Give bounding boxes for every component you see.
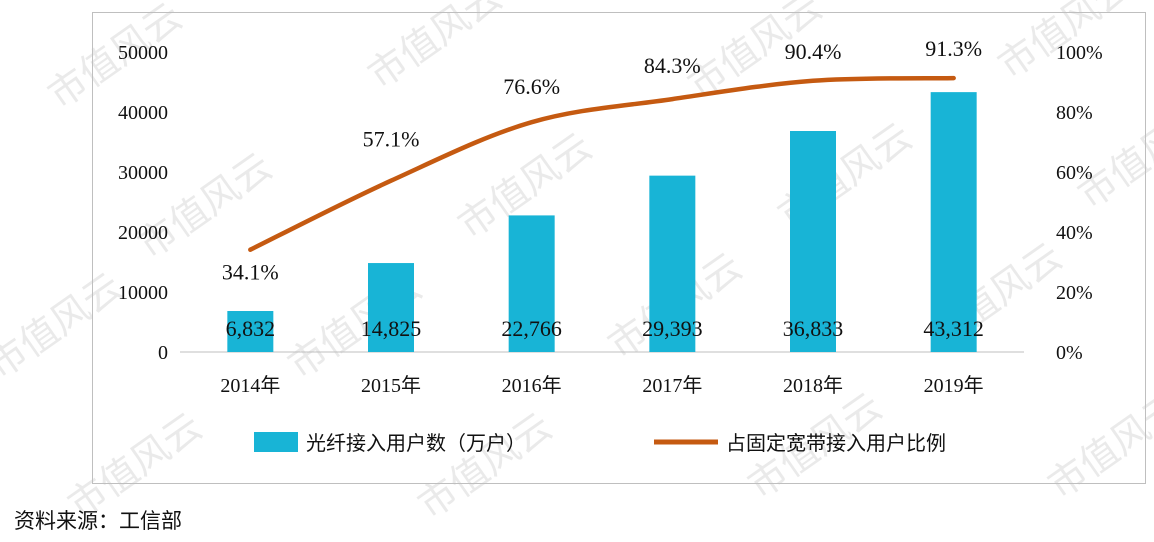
source-note: 资料来源：工信部 bbox=[14, 509, 182, 533]
y-left-tick-label: 0 bbox=[158, 342, 168, 364]
bar-data-label: 29,393 bbox=[642, 316, 703, 341]
line-data-label: 84.3% bbox=[644, 53, 701, 78]
y-right-tick-label: 40% bbox=[1056, 222, 1093, 244]
line-data-label: 57.1% bbox=[363, 127, 420, 152]
line-data-label: 90.4% bbox=[785, 39, 842, 64]
bar-data-label: 14,825 bbox=[361, 316, 422, 341]
line-data-label: 91.3% bbox=[925, 36, 982, 61]
bar-data-label: 36,833 bbox=[783, 316, 844, 341]
x-tick-label: 2014年 bbox=[220, 374, 280, 397]
x-tick-label: 2018年 bbox=[783, 374, 843, 397]
bar-data-label: 22,766 bbox=[501, 316, 561, 341]
bar bbox=[508, 215, 555, 352]
bar bbox=[227, 311, 274, 352]
y-right-tick-label: 100% bbox=[1056, 42, 1103, 64]
bar-data-label: 6,832 bbox=[226, 316, 275, 341]
y-right-tick-label: 0% bbox=[1056, 342, 1083, 364]
legend-label-bar: 光纤接入用户数（万户） bbox=[306, 431, 526, 455]
legend-label-line: 占固定宽带接入用户比例 bbox=[726, 431, 946, 455]
y-left-tick-label: 10000 bbox=[118, 282, 168, 304]
chart-border bbox=[92, 12, 1146, 484]
chart-frame: 0 10000 20000 30000 40000 50000 0% 20% 40% 60% 80%… bbox=[92, 12, 1146, 484]
bar bbox=[649, 175, 696, 352]
y-left-tick-label: 20000 bbox=[118, 222, 168, 244]
x-tick-label: 2017年 bbox=[642, 374, 702, 397]
bar-data-label: 43,312 bbox=[923, 316, 984, 341]
series-line bbox=[248, 75, 956, 252]
x-tick-label: 2016年 bbox=[502, 374, 562, 397]
y-right-tick-label: 80% bbox=[1056, 102, 1093, 124]
x-tick-label: 2019年 bbox=[924, 374, 984, 397]
bar bbox=[790, 131, 836, 352]
y-right-tick-label: 20% bbox=[1056, 282, 1093, 304]
y-left-tick-label: 40000 bbox=[118, 102, 168, 124]
bar bbox=[368, 263, 414, 352]
y-left-tick-label: 30000 bbox=[118, 162, 168, 184]
legend-swatch-bar bbox=[254, 432, 298, 452]
y-right-tick-label: 60% bbox=[1056, 162, 1093, 184]
x-tick-label: 2015年 bbox=[361, 374, 421, 397]
y-left-tick-label: 50000 bbox=[118, 42, 168, 64]
line-data-label: 34.1% bbox=[222, 260, 279, 285]
line-data-label: 76.6% bbox=[503, 74, 560, 99]
combo-chart: 0 10000 20000 30000 40000 50000 0% 20% 40% 60% 80%… bbox=[92, 12, 1146, 484]
bar bbox=[930, 92, 977, 353]
